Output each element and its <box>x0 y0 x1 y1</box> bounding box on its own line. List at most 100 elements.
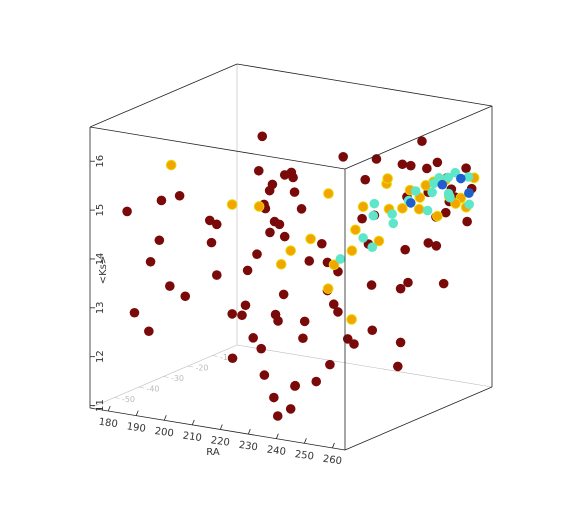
x-tick <box>303 438 307 444</box>
point <box>373 235 385 247</box>
y-tick-label: -30 <box>171 374 184 383</box>
point <box>289 187 300 197</box>
point <box>432 210 443 222</box>
point <box>369 198 380 209</box>
z-tick-label: 12 <box>95 350 106 363</box>
point <box>242 265 253 276</box>
y-tick-label: -10 <box>220 353 233 362</box>
point <box>438 278 449 289</box>
point <box>145 256 156 267</box>
point <box>397 159 408 170</box>
point <box>248 333 258 343</box>
point <box>240 300 251 311</box>
point <box>463 172 474 182</box>
point <box>410 186 421 196</box>
x-tick-label: 240 <box>266 444 286 458</box>
point <box>328 299 339 310</box>
point <box>368 210 379 221</box>
point <box>443 172 454 183</box>
box-edge <box>344 386 493 451</box>
point <box>206 237 217 248</box>
point <box>311 376 322 387</box>
box-edge <box>236 344 493 388</box>
x-tick-label: 190 <box>126 421 146 435</box>
box-edge <box>89 407 346 451</box>
point <box>445 192 455 203</box>
point <box>322 283 334 294</box>
point <box>290 381 300 391</box>
x-tick-label: 200 <box>154 426 174 440</box>
point <box>417 136 427 147</box>
point <box>464 199 475 210</box>
point <box>366 280 377 290</box>
point <box>360 174 371 185</box>
point <box>317 238 327 249</box>
point <box>211 270 222 280</box>
point <box>423 238 434 248</box>
z-tick-label: 13 <box>95 301 106 314</box>
point <box>154 235 165 246</box>
point <box>462 216 472 227</box>
point <box>333 307 343 317</box>
point <box>265 227 275 238</box>
point <box>129 307 140 318</box>
point <box>279 170 290 180</box>
x-tick <box>135 410 139 416</box>
point <box>227 309 237 319</box>
point <box>405 198 416 208</box>
point <box>413 203 425 215</box>
point <box>165 281 175 291</box>
point <box>397 202 408 214</box>
x-tick <box>219 424 223 430</box>
point <box>432 157 443 168</box>
point <box>174 190 185 201</box>
y-tick <box>212 355 218 357</box>
point <box>227 353 238 364</box>
point <box>335 254 346 264</box>
point <box>298 333 308 344</box>
point <box>395 283 406 294</box>
y-tick <box>187 365 194 368</box>
box-edge <box>236 63 493 107</box>
point <box>285 404 296 414</box>
z-axis-label: <Ks> <box>98 256 109 285</box>
point <box>393 361 403 372</box>
point <box>422 205 433 216</box>
point <box>422 163 432 174</box>
point <box>403 277 413 288</box>
x-tick-label: 220 <box>210 435 230 449</box>
point <box>387 209 398 219</box>
point <box>274 219 285 230</box>
point <box>323 188 334 199</box>
point <box>437 179 448 190</box>
y-tick-label: -20 <box>195 364 208 373</box>
point <box>456 173 466 184</box>
y-tick-label: -50 <box>122 395 135 404</box>
y-tick-label: -40 <box>146 385 159 394</box>
point <box>464 188 474 198</box>
point <box>328 259 340 271</box>
point <box>299 316 310 327</box>
box-edge <box>89 63 238 128</box>
point <box>180 291 191 302</box>
point <box>165 159 177 171</box>
point <box>144 326 154 337</box>
point <box>325 359 335 370</box>
point <box>256 343 267 354</box>
point <box>367 242 378 252</box>
point <box>304 256 315 266</box>
point <box>273 316 283 326</box>
point <box>358 233 368 243</box>
point <box>405 160 416 171</box>
point <box>296 204 307 214</box>
z-tick-label: 11 <box>95 399 106 412</box>
point <box>342 334 353 344</box>
point <box>357 213 367 224</box>
point <box>226 199 238 210</box>
z-tick-label: 14 <box>95 253 106 266</box>
x-tick <box>332 442 335 449</box>
point <box>440 207 451 218</box>
x-tick <box>107 405 111 412</box>
point <box>272 411 283 421</box>
point <box>275 258 287 270</box>
